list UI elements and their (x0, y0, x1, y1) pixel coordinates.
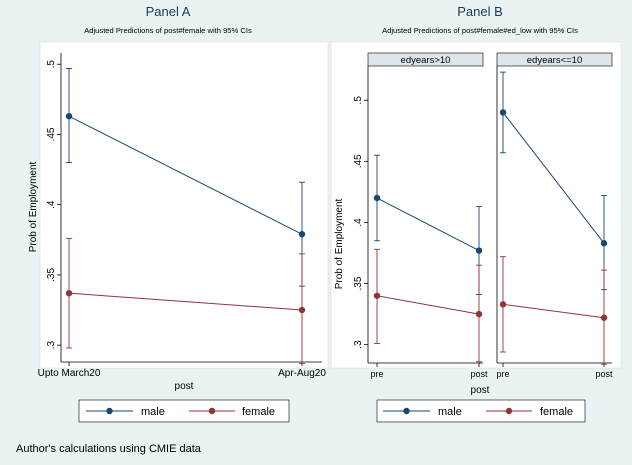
panel-a: Panel A Adjusted Predictions of post#fem… (28, 4, 329, 423)
facet-left-x-tick-label: pre (370, 369, 383, 379)
facet-left-female-line (376, 295, 480, 315)
panel-b: Panel B Adjusted Predictions of post#fem… (330, 4, 622, 423)
panel-a-x-axis-label: post (175, 381, 194, 392)
panel-b-facet-left: edyears>10 pre post (367, 52, 488, 379)
facet-strip-right (496, 52, 613, 67)
panel-b-plot-region (330, 41, 622, 369)
facet-right-female-point (499, 301, 507, 308)
panel-b-x-axis-label: post (471, 385, 490, 396)
panel-a-male-line (68, 115, 303, 235)
panel-b-subtitle: Adjusted Predictions of post#female#ed_l… (382, 26, 578, 35)
panel-a-y-tick-label: .5 (46, 60, 57, 69)
panel-a-legend-box (78, 399, 290, 423)
caption: Author's calculations using CMIE data (16, 443, 202, 455)
panel-a-y-tick-label: .3 (46, 341, 57, 350)
panel-b-y-axis-label: Prob of Employment (334, 198, 345, 289)
facet-right-male-point (600, 240, 608, 247)
panel-b-y-tick-label: .35 (353, 276, 364, 290)
panel-b-legend-box (376, 399, 586, 423)
facet-label-right: edyears<=10 (527, 55, 582, 66)
facet-left-x-tick-label: post (470, 369, 488, 379)
facet-right-male-line (502, 112, 605, 244)
panel-b-legend-female-label: female (540, 406, 573, 418)
facet-right-x-tick-label: pre (496, 369, 509, 379)
facet-right-female-point (600, 314, 608, 321)
panel-b-legend-female-marker (505, 407, 513, 415)
facet-strip-left (367, 52, 484, 67)
facet-right-x-tick-label: post (595, 369, 613, 379)
facet-right-female-line (502, 303, 605, 319)
panel-a-y-ticks: .3 .35 .4 .45 .5 (46, 60, 61, 350)
panel-a-plot-region (39, 41, 329, 369)
panel-b-facet-right: edyears<=10 pre post (496, 52, 613, 379)
panel-a-male-point (65, 113, 73, 120)
panel-a-male-point (298, 230, 306, 238)
panel-a-legend-male-marker (106, 407, 113, 415)
panel-a-series (65, 67, 306, 364)
facet-left-male-point (373, 194, 381, 202)
facet-left-x-ticks: pre post (370, 363, 488, 379)
panel-a-subtitle: Adjusted Predictions of post#female with… (84, 26, 252, 35)
panel-a-y-tick-label: .35 (46, 268, 57, 282)
panel-a-x-tick-label: Upto March20 (38, 368, 101, 379)
panel-a-title: Panel A (146, 4, 191, 19)
panel-a-legend-male-label: male (141, 406, 165, 418)
panel-b-legend: male female (376, 399, 586, 423)
panel-a-y-tick-label: .45 (46, 127, 57, 141)
panel-a-legend-female-marker (208, 407, 216, 415)
facet-left-female-point (373, 292, 381, 299)
panel-a-female-point (65, 289, 73, 297)
panel-b-legend-male-marker (403, 407, 410, 415)
facet-left-male-point (475, 247, 483, 254)
panel-b-y-tick-label: .4 (353, 218, 364, 227)
facet-left-male-line (376, 197, 480, 252)
facet-label-left: edyears>10 (401, 55, 451, 66)
facet-right-male-point (499, 109, 507, 116)
panel-a-y-tick-label: .4 (46, 200, 57, 209)
panel-a-y-axis-label: Prob of Employment (28, 161, 39, 252)
panel-b-y-tick-label: .3 (353, 340, 364, 349)
facet-left-female-point (475, 310, 483, 318)
panel-b-y-ticks: .3 .35 .4 .45 .5 (353, 96, 368, 349)
panel-b-title: Panel B (457, 4, 503, 19)
panel-a-x-tick-label: Apr-Aug20 (278, 368, 326, 379)
panel-b-y-tick-label: .45 (353, 154, 364, 168)
panel-a-legend: male female (78, 399, 290, 423)
panel-b-y-tick-label: .5 (353, 96, 364, 105)
panel-b-legend-male-label: male (438, 406, 462, 418)
facet-left-series (373, 154, 483, 363)
panel-a-legend-female-label: female (242, 406, 275, 418)
facet-right-series (499, 71, 608, 365)
panel-a-female-line (68, 292, 303, 311)
panel-a-female-point (298, 306, 306, 314)
